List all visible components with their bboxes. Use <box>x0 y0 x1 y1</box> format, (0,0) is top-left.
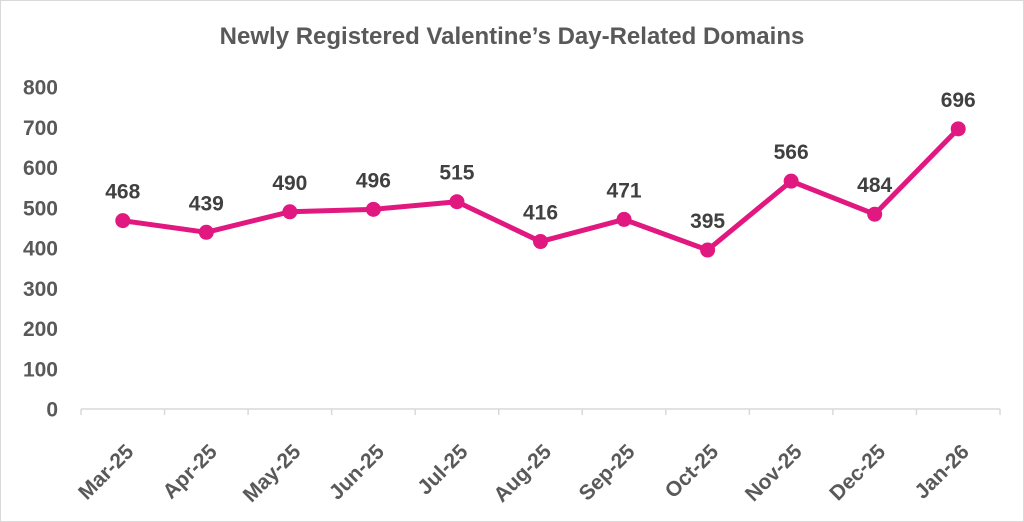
x-axis-tick-label: Jan-26 <box>910 440 973 503</box>
x-axis-tick-label: Aug-25 <box>489 440 556 507</box>
data-point-label: 439 <box>189 192 224 215</box>
data-point-marker <box>365 201 381 217</box>
x-axis-tick-label: Jul-25 <box>413 440 472 499</box>
y-axis-tick-label: 100 <box>23 358 58 381</box>
data-point-label: 515 <box>439 162 474 185</box>
y-axis-tick-label: 500 <box>23 197 58 220</box>
data-point-marker <box>115 213 131 229</box>
series-line <box>120 126 961 253</box>
data-point-label: 468 <box>105 181 140 204</box>
x-axis-tick-label: Sep-25 <box>575 440 640 505</box>
y-axis-tick-label: 700 <box>23 117 58 140</box>
x-axis-tick-label: Mar-25 <box>74 440 138 504</box>
y-axis-tick-label: 200 <box>23 318 58 341</box>
x-axis-tick-label: Nov-25 <box>741 440 807 506</box>
data-point-marker <box>449 194 465 210</box>
data-point-label: 471 <box>607 179 642 202</box>
y-axis-tick-label: 300 <box>23 278 58 301</box>
data-point-label: 484 <box>857 174 892 197</box>
data-point-marker <box>867 206 883 222</box>
data-point-marker <box>700 242 716 258</box>
data-point-label: 566 <box>774 141 809 164</box>
data-point-label: 496 <box>356 169 391 192</box>
data-point-marker <box>533 234 548 250</box>
data-point-marker <box>783 173 799 189</box>
data-point-marker <box>198 224 214 240</box>
data-point-marker <box>950 121 966 137</box>
data-point-label: 490 <box>272 172 307 195</box>
x-axis-tick-label: Oct-25 <box>661 440 724 503</box>
y-axis-tick-label: 800 <box>23 77 58 100</box>
x-axis-tick-label: Dec-25 <box>825 440 890 505</box>
data-point-marker <box>616 211 632 227</box>
chart-title: Newly Registered Valentine’s Day-Related… <box>219 23 805 50</box>
x-axis-tick-label: May-25 <box>239 440 306 507</box>
y-axis-tick-label: 600 <box>23 157 58 180</box>
data-point-marker <box>282 204 298 220</box>
y-axis-tick-label: 0 <box>46 399 58 422</box>
y-axis-tick-label: 400 <box>23 238 58 261</box>
x-axis-tick-label: Apr-25 <box>159 440 223 504</box>
data-point-label: 416 <box>523 202 558 225</box>
data-point-label: 696 <box>941 89 976 112</box>
data-point-label: 395 <box>690 210 725 233</box>
x-axis-tick-label: Jun-25 <box>325 440 389 504</box>
